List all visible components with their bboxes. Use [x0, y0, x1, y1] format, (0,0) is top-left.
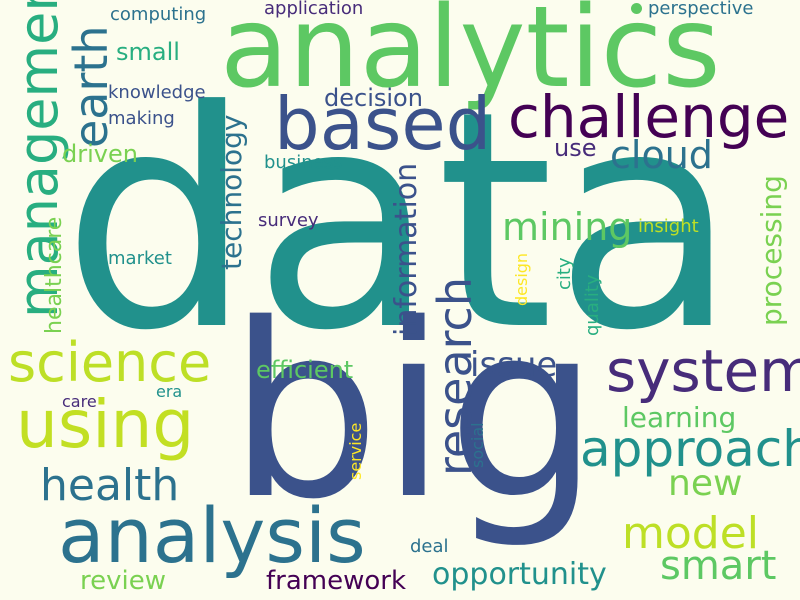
- word-decision: decision: [324, 84, 423, 112]
- word-analytics: analytics: [220, 0, 721, 113]
- word-new: new: [668, 463, 743, 504]
- word-care: care: [62, 392, 97, 411]
- word-design: design: [512, 252, 531, 306]
- word-data: data: [62, 47, 738, 396]
- word-era: era: [156, 382, 183, 401]
- word-application: application: [264, 0, 364, 19]
- word-system: system: [606, 337, 800, 405]
- word-perspective: perspective: [648, 0, 754, 19]
- word-insight: insight: [638, 216, 699, 237]
- word-analysis: analysis: [58, 491, 366, 580]
- dot-mark: [631, 3, 642, 14]
- word-knowledge: knowledge: [108, 82, 206, 103]
- word-market: market: [108, 248, 172, 269]
- word-big: big: [228, 272, 600, 552]
- word-review: review: [80, 566, 166, 596]
- word-quality: quality: [582, 274, 603, 336]
- word-processing: processing: [755, 175, 788, 326]
- word-based: based: [274, 82, 492, 166]
- word-computing: computing: [110, 4, 207, 25]
- word-technology: technology: [215, 114, 248, 270]
- word-opportunity: opportunity: [432, 557, 607, 592]
- word-deal: deal: [410, 536, 449, 557]
- word-science: science: [8, 331, 212, 394]
- word-city: city: [554, 257, 575, 290]
- word-information: information: [389, 162, 424, 336]
- word-small: small: [116, 38, 180, 66]
- word-healthcare: healthcare: [42, 216, 67, 334]
- word-driven: driven: [62, 140, 138, 168]
- word-framework: framework: [266, 566, 407, 596]
- word-mining: mining: [502, 205, 633, 249]
- word-challenge: challenge: [508, 83, 790, 151]
- word-social: social: [468, 422, 487, 468]
- word-issue: issue: [470, 345, 558, 385]
- word-learning: learning: [622, 401, 737, 434]
- word-using: using: [16, 386, 195, 463]
- word-survey: survey: [258, 210, 319, 231]
- word-cloud: cloud: [610, 133, 713, 177]
- word-business: business: [264, 152, 343, 173]
- word-service: service: [346, 422, 365, 480]
- word-use: use: [554, 134, 597, 162]
- word-efficient: efficient: [256, 356, 354, 384]
- word-approach: approach: [580, 420, 800, 478]
- word-model: model: [622, 508, 760, 559]
- word-making: making: [108, 108, 175, 129]
- word-smart: smart: [660, 543, 777, 589]
- word-health: health: [40, 460, 180, 511]
